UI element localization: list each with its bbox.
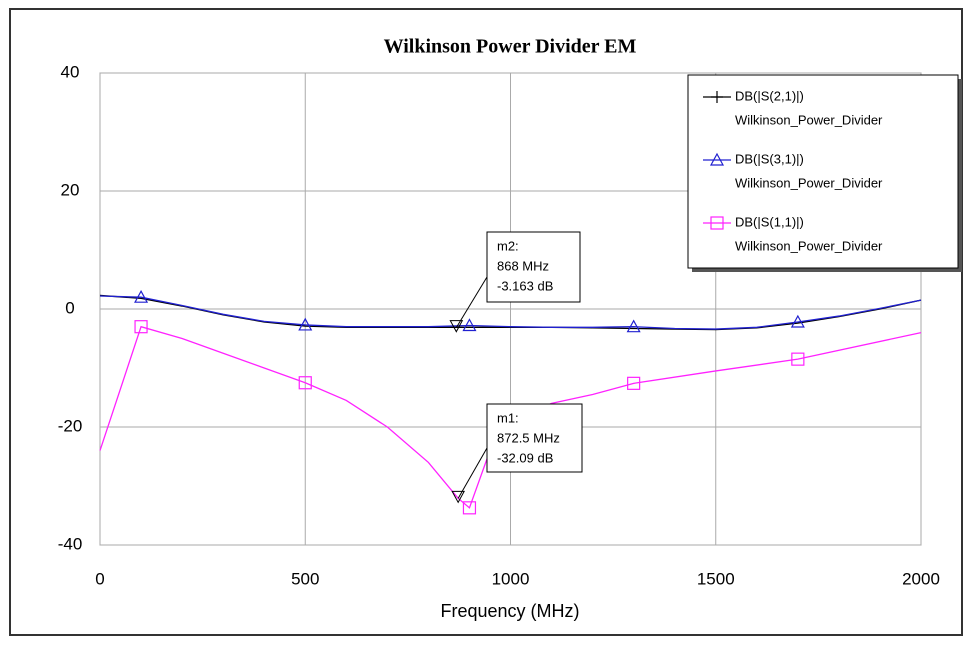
- y-tick-label: 20: [61, 180, 80, 199]
- data-marker: [298, 317, 313, 331]
- annotation-box: [486, 231, 581, 303]
- legend-label: DB(|S(1,1)|): [735, 214, 804, 229]
- legend-sublabel: Wilkinson_Power_Divider: [735, 238, 883, 253]
- annotation-marker: [451, 490, 466, 504]
- y-tick-label: 0: [65, 298, 74, 317]
- legend-symbol: [709, 152, 725, 166]
- legend-label: DB(|S(3,1)|): [735, 151, 804, 166]
- series-line: [99, 325, 922, 509]
- data-marker: [134, 320, 148, 334]
- y-tick-label: -40: [58, 534, 83, 553]
- annotation-box: [486, 403, 583, 473]
- legend-label: DB(|S(2,1)|): [735, 88, 804, 103]
- annotation-y: -32.09 dB: [497, 450, 553, 465]
- y-tick-label: -20: [58, 416, 83, 435]
- x-axis-label: Frequency (MHz): [440, 601, 579, 621]
- data-marker: [462, 501, 477, 515]
- data-marker: [627, 376, 641, 390]
- legend-symbol: [710, 216, 724, 230]
- data-marker: [462, 318, 477, 332]
- legend-sublabel: Wilkinson_Power_Divider: [735, 112, 883, 127]
- data-marker: [298, 376, 312, 390]
- annotation-y: -3.163 dB: [497, 278, 553, 293]
- x-tick-label: 1000: [492, 569, 530, 588]
- annotation-name: m1:: [497, 410, 519, 425]
- x-tick-label: 500: [291, 569, 319, 588]
- annotation-x: 872.5 MHz: [497, 430, 560, 445]
- data-marker: [626, 319, 641, 333]
- y-tick-label: 40: [61, 62, 80, 81]
- annotation-marker: [449, 320, 464, 333]
- legend-sublabel: Wilkinson_Power_Divider: [735, 175, 883, 190]
- x-tick-label: 1500: [697, 569, 735, 588]
- chart-title: Wilkinson Power Divider EM: [384, 36, 637, 58]
- legend-symbol: [711, 91, 723, 103]
- data-marker: [134, 289, 149, 303]
- data-marker: [791, 352, 805, 366]
- annotation-leader: [457, 447, 488, 499]
- data-marker: [790, 314, 805, 328]
- series-line: [99, 295, 922, 330]
- x-tick-label: 0: [95, 569, 104, 588]
- annotation-x: 868 MHz: [497, 258, 549, 273]
- annotation-leader: [455, 276, 488, 328]
- legend: [687, 74, 959, 269]
- annotation-name: m2:: [497, 238, 519, 253]
- x-tick-label: 2000: [902, 569, 940, 588]
